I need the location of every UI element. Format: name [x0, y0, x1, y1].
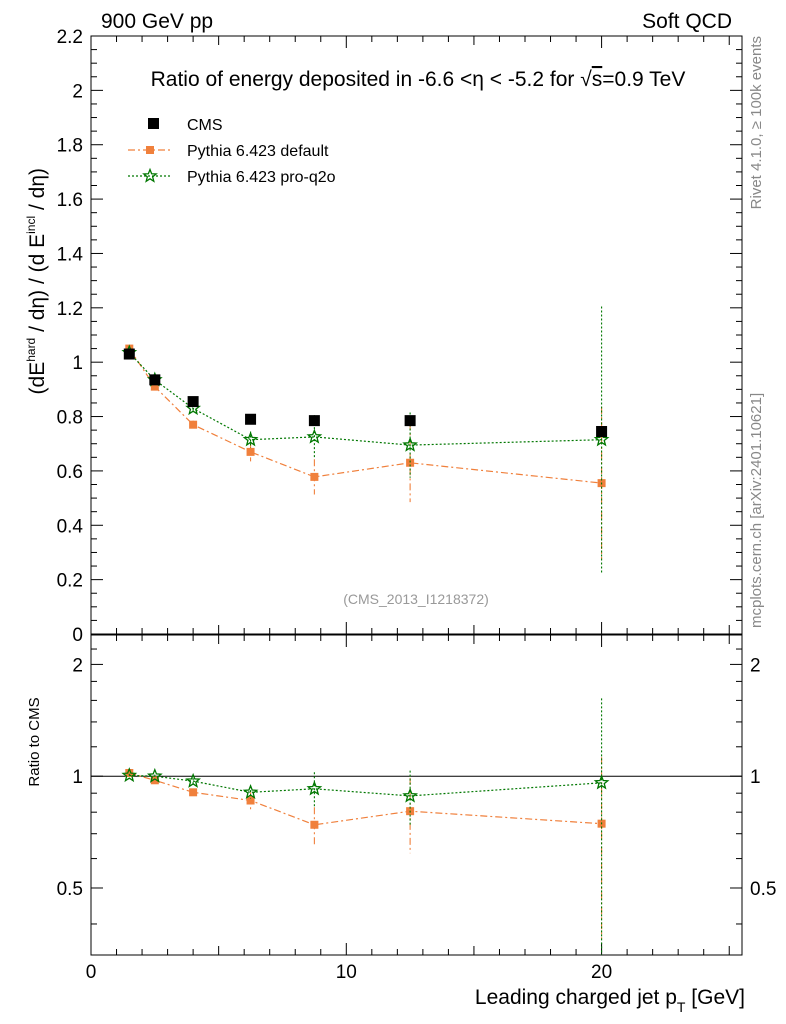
- ratio-marker-proq2o: [242, 783, 259, 800]
- y-tick-label: 1.6: [57, 190, 83, 211]
- ratio-marker-proq2o: [121, 767, 138, 783]
- ratio-y-tick-label-left: 1: [72, 767, 83, 788]
- y-label-part2: / dη) / (d E: [26, 234, 49, 338]
- ratio-marker-proq2o: [402, 787, 419, 803]
- x-axis-ticks: 0 10 20: [86, 36, 730, 983]
- x-label-unit: [GeV]: [685, 986, 745, 1009]
- ratio-marker-proq2o: [593, 774, 610, 790]
- main-marker-proq2o: [593, 431, 610, 447]
- ratio-y-tick-label-left: 2: [72, 655, 83, 676]
- main-marker-cms: [596, 425, 608, 437]
- main-marker-cms: [187, 396, 199, 408]
- ratio-series-line-2: [129, 774, 602, 797]
- y-tick-label: 2.2: [57, 27, 83, 48]
- main-marker-proq2o: [306, 428, 323, 444]
- ratio-y-tick-label-right: 0.5: [750, 879, 776, 900]
- main-marker-default: [246, 447, 255, 456]
- y-label-sup-incl: incl: [24, 216, 38, 234]
- y-tick-label: 0.4: [57, 516, 84, 537]
- mcplots-label: mcplots.cern.ch [arXiv:2401.10621]: [748, 393, 765, 628]
- ratio-data-layer: [121, 698, 610, 955]
- ratio-marker-default: [189, 788, 198, 797]
- y-tick-label: 1: [72, 353, 83, 374]
- y-label-part3: / dη): [26, 168, 49, 216]
- legend-marker-proq2o: [142, 167, 158, 183]
- chart-title: Ratio of energy deposited in -6.6 <η < -…: [151, 68, 686, 91]
- rivet-label: Rivet 4.1.0, ≥ 100k events: [748, 36, 765, 209]
- title-sqrt-symbol: √: [580, 68, 592, 91]
- main-marker-cms: [308, 415, 320, 427]
- main-marker-default: [189, 420, 198, 429]
- ratio-y-tick-label-right: 1: [750, 767, 761, 788]
- y-tick-label: 0.2: [57, 571, 83, 592]
- y-tick-label: 1.4: [57, 244, 84, 265]
- x-label-sub: T: [677, 999, 686, 1015]
- main-data-layer: [121, 306, 610, 573]
- main-marker-default: [406, 458, 415, 467]
- y-tick-label: 0.8: [57, 408, 83, 429]
- x-label-text: Leading charged jet p: [475, 986, 677, 1009]
- title-part-middle: < -5.2 for: [484, 68, 580, 91]
- ratio-marker-default: [310, 820, 319, 829]
- x-tick-label: 10: [336, 962, 357, 983]
- ratio-axis-ticks: 0.5 0.5 1 1 2 2: [57, 648, 776, 925]
- main-marker-cms: [149, 374, 161, 386]
- ratio-y-tick-label-right: 2: [750, 655, 761, 676]
- x-tick-label: 20: [591, 962, 612, 983]
- y-label-part1: (dE: [26, 362, 49, 395]
- legend-marker-cms: [148, 118, 159, 129]
- y-tick-label: 2: [72, 81, 83, 102]
- main-marker-cms: [123, 348, 135, 360]
- legend-star-shape: [142, 167, 158, 183]
- main-marker-default: [150, 382, 159, 391]
- main-series-line-1: [128, 348, 602, 484]
- ratio-marker-default: [246, 796, 255, 805]
- title-part-after: =0.9 TeV: [602, 68, 685, 91]
- ratio-marker-proq2o: [185, 772, 202, 788]
- y-tick-label: 0.6: [57, 462, 83, 483]
- ratio-series-line-1: [129, 772, 602, 826]
- legend-label-default: Pythia 6.423 default: [187, 143, 329, 160]
- title-s-symbol: s: [592, 68, 603, 91]
- y-label-sup-hard: hard: [24, 338, 38, 362]
- header-right: Soft QCD: [642, 10, 732, 33]
- legend-label-cms: CMS: [187, 117, 223, 134]
- header-left: 900 GeV pp: [101, 10, 213, 33]
- ratio-marker-default: [150, 776, 159, 785]
- ratio-y-tick-label-left: 0.5: [57, 879, 83, 900]
- main-marker-proq2o: [402, 436, 419, 452]
- legend: CMS Pythia 6.423 default Pythia 6.423 pr…: [128, 117, 336, 186]
- analysis-label: (CMS_2013_I1218372): [343, 591, 489, 607]
- main-marker-cms: [245, 413, 257, 425]
- y-tick-label: 1.2: [57, 299, 83, 320]
- ratio-marker-proq2o: [306, 780, 323, 796]
- legend-label-proq2o: Pythia 6.423 pro-q2o: [187, 169, 336, 186]
- main-axis-ticks: 0 0.2 0.4 0.6 0.8 1 1.2 1.4 1.6 1.8 2 2.2: [57, 27, 742, 646]
- ratio-marker-default: [125, 769, 134, 778]
- y-tick-label: 1.8: [57, 136, 83, 157]
- x-axis-label: Leading charged jet pT [GeV]: [475, 986, 745, 1015]
- title-eta-symbol: η: [472, 68, 484, 91]
- x-tick-label: 0: [86, 962, 97, 983]
- legend-marker-default: [146, 146, 154, 154]
- main-marker-cms: [404, 415, 416, 427]
- main-marker-proq2o: [242, 431, 259, 447]
- ratio-y-axis-label: Ratio to CMS: [26, 697, 43, 786]
- y-axis-label: (dEhard / dη) / (d Eincl / dη): [24, 168, 49, 394]
- y-tick-label: 0: [72, 625, 83, 646]
- ratio-marker-proq2o: [146, 767, 163, 783]
- main-marker-default: [310, 472, 319, 481]
- ratio-plot-frame: [90, 634, 743, 956]
- main-series-line-2: [128, 352, 602, 446]
- title-part-before-eta: Ratio of energy deposited in -6.6 <: [151, 68, 473, 91]
